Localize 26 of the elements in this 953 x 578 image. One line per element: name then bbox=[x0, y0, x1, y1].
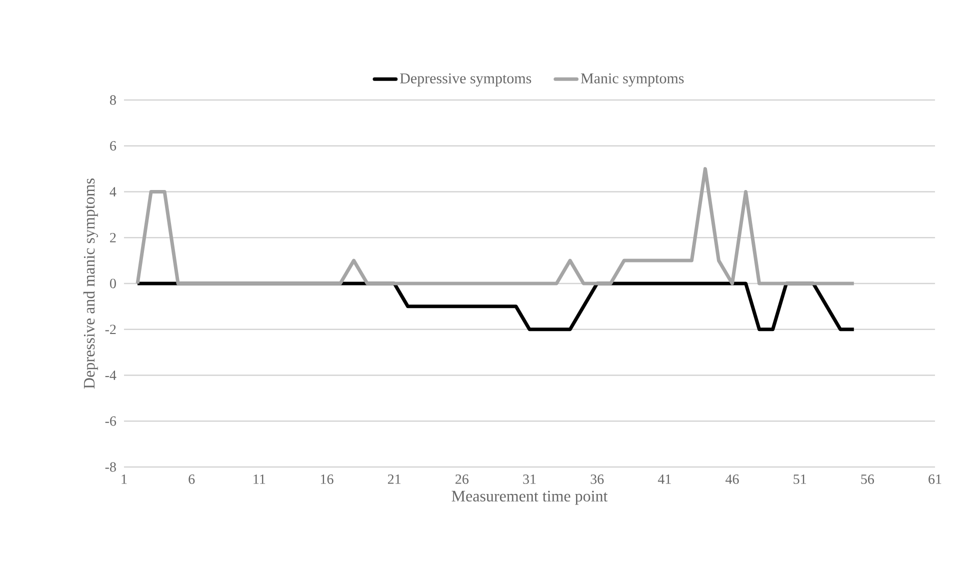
x-tick-label: 6 bbox=[188, 474, 195, 484]
x-tick-label: 31 bbox=[523, 474, 536, 484]
x-tick-label: 46 bbox=[726, 474, 739, 484]
x-axis-title: Measurement time point bbox=[452, 490, 608, 505]
y-tick-label: -2 bbox=[105, 324, 116, 334]
y-tick-label: 0 bbox=[110, 278, 116, 288]
x-tick-label: 26 bbox=[456, 474, 469, 484]
y-tick-label: 8 bbox=[110, 95, 116, 105]
x-tick-label: 51 bbox=[794, 474, 806, 484]
y-tick-label: 6 bbox=[110, 141, 116, 151]
y-axis-title: Depressive and manic symptoms bbox=[83, 178, 98, 389]
legend-label: Depressive symptoms bbox=[400, 73, 532, 87]
y-tick-label: -8 bbox=[105, 462, 116, 472]
x-tick-label: 36 bbox=[590, 474, 604, 484]
legend-label: Manic symptoms bbox=[580, 73, 684, 87]
x-tick-label: 16 bbox=[320, 474, 334, 484]
x-tick-label: 61 bbox=[928, 474, 942, 484]
y-tick-label: 4 bbox=[110, 187, 116, 196]
y-tick-label: 2 bbox=[110, 232, 116, 242]
x-tick-label: 21 bbox=[388, 474, 400, 484]
x-tick-label: 41 bbox=[658, 474, 671, 484]
y-tick-label: -4 bbox=[105, 370, 116, 380]
y-tick-label: -6 bbox=[105, 416, 116, 426]
x-tick-label: 1 bbox=[122, 474, 127, 484]
x-tick-label: 11 bbox=[254, 474, 266, 484]
x-tick-label: 56 bbox=[861, 474, 874, 484]
